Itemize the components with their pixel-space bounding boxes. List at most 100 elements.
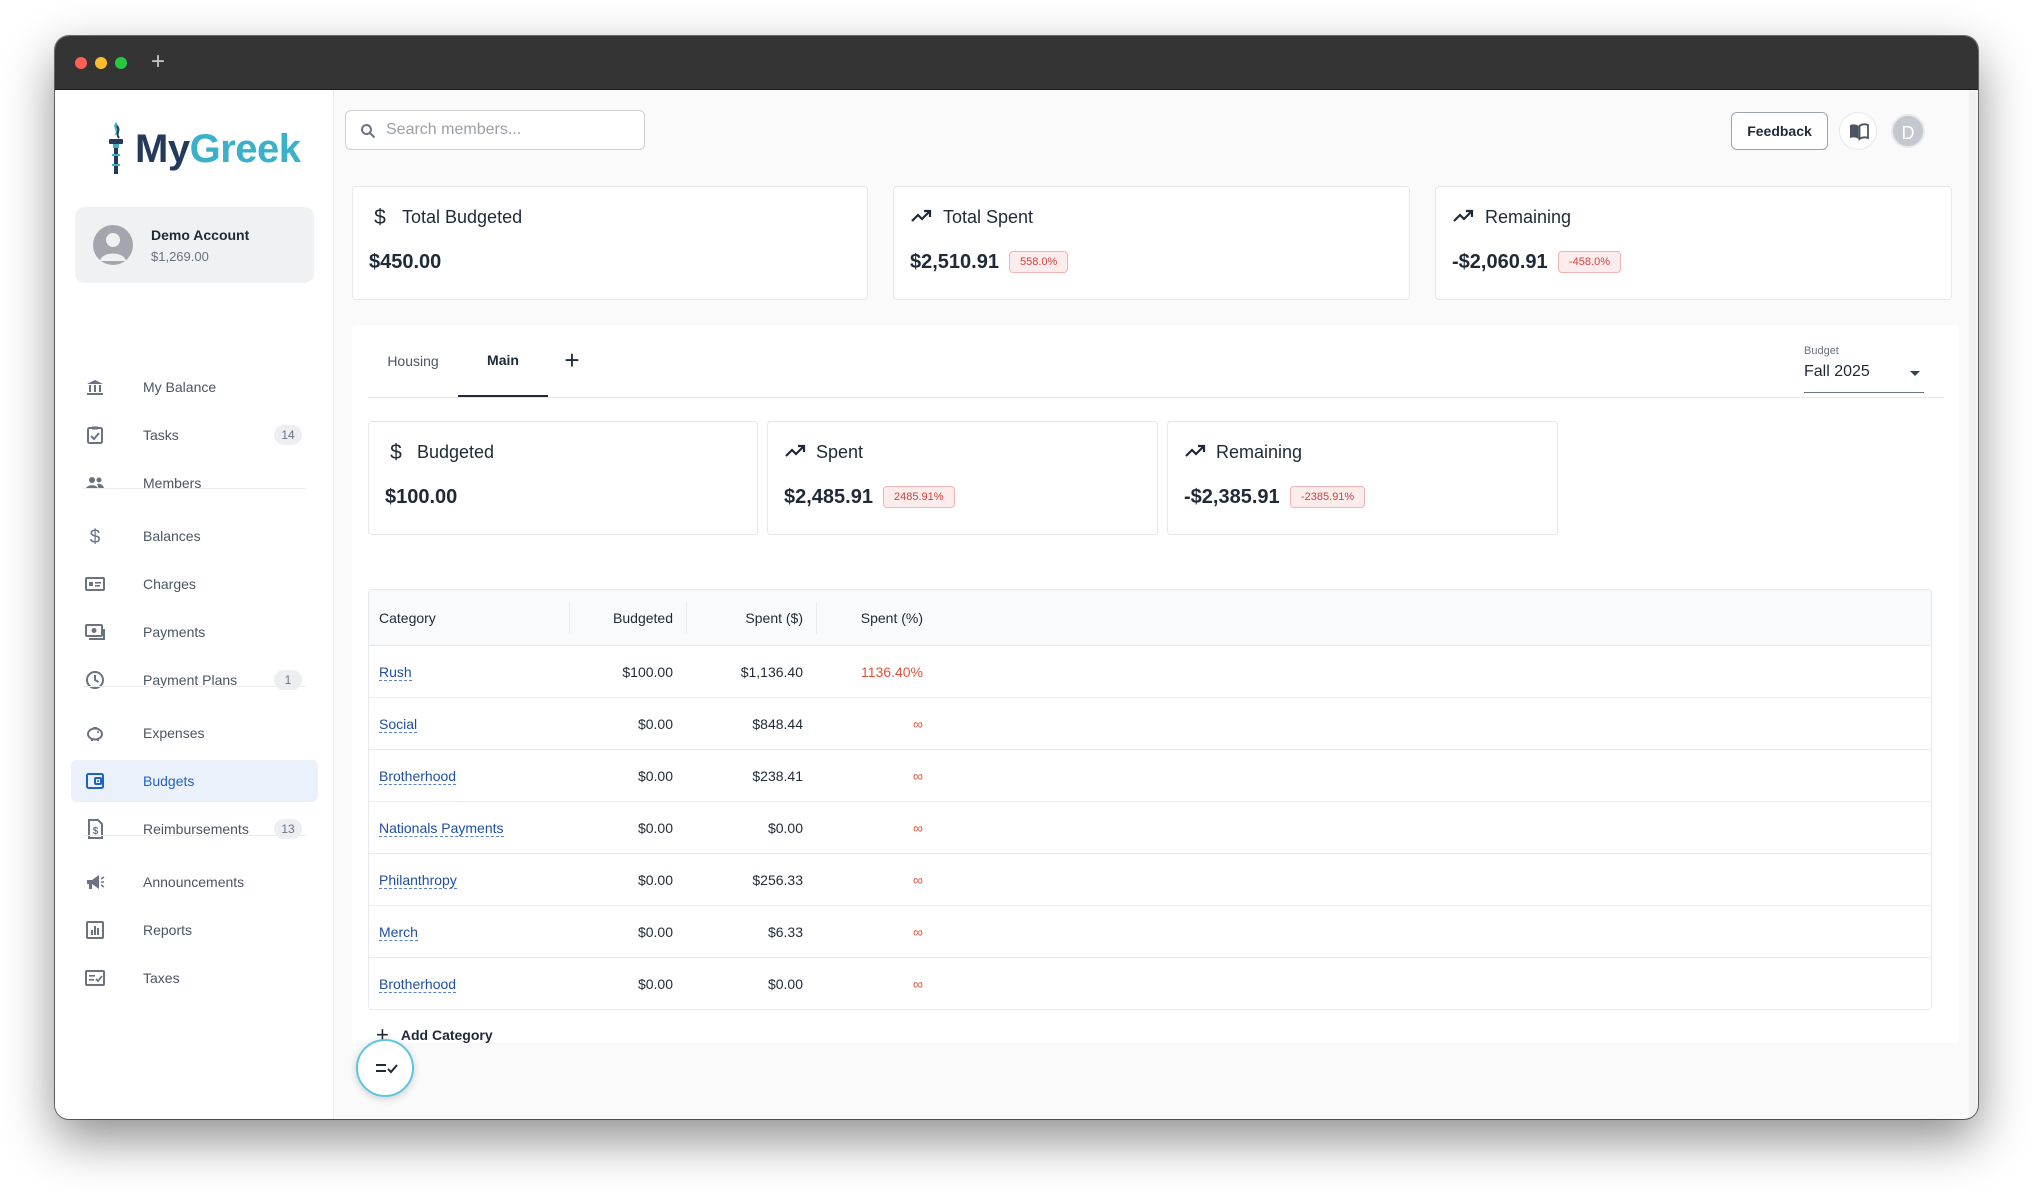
sidebar-item-label: Members (143, 475, 202, 491)
maximize-window-button[interactable] (115, 57, 127, 69)
feedback-button[interactable]: Feedback (1731, 112, 1828, 150)
sidebar-item-charges[interactable]: Charges (71, 563, 318, 605)
torch-icon (109, 122, 123, 174)
sidebar-item-announcements[interactable]: Announcements (71, 861, 318, 903)
table-row[interactable]: Philanthropy $0.00 $256.33 ∞ (369, 854, 1931, 906)
sidebar-item-balances[interactable]: $ Balances (71, 515, 318, 557)
spent-percent-cell: ∞ (913, 716, 923, 732)
table-row[interactable]: Brotherhood $0.00 $0.00 ∞ (369, 958, 1931, 1009)
sidebar-item-label: My Balance (143, 379, 217, 395)
category-link[interactable]: Merch (379, 924, 418, 941)
sidebar-item-label: Reports (143, 922, 193, 938)
people-icon (86, 477, 104, 489)
sidebar-item-tasks[interactable]: Tasks 14 (71, 414, 318, 456)
table-row[interactable]: Rush $100.00 $1,136.40 1136.40% (369, 646, 1931, 698)
table-row[interactable]: Social $0.00 $848.44 ∞ (369, 698, 1931, 750)
sidebar-item-label: Expenses (143, 725, 205, 741)
sidebar-item-my-balance[interactable]: My Balance (71, 366, 318, 408)
table-row[interactable]: Brotherhood $0.00 $238.41 ∞ (369, 750, 1931, 802)
avatar (93, 225, 133, 265)
divider (83, 835, 306, 836)
card-title: Total Budgeted (402, 207, 523, 227)
budgeted-cell: $0.00 (637, 924, 673, 940)
column-separator (569, 602, 570, 634)
brand-logo[interactable]: MyGreek (105, 118, 301, 180)
new-tab-button[interactable]: + (151, 48, 166, 75)
card-title: Remaining (1216, 442, 1303, 462)
svg-text:$: $ (374, 206, 386, 227)
count-badge: 1 (274, 670, 302, 690)
tasks-fab-button[interactable] (356, 1039, 414, 1097)
column-header-budgeted[interactable]: Budgeted (613, 610, 673, 626)
sidebar-item-payment-plans[interactable]: Payment Plans 1 (71, 659, 318, 701)
card-title: Spent (816, 442, 864, 462)
card-value: $450.00 (369, 251, 442, 273)
column-header-category[interactable]: Category (379, 610, 436, 626)
tabs-divider (368, 397, 1944, 398)
search-box[interactable] (345, 110, 645, 150)
sidebar: MyGreek Demo Account $1,269.00 My Balanc… (55, 90, 334, 1119)
spent-percent-cell: ∞ (913, 768, 923, 784)
budget-select-label: Budget (1804, 345, 1839, 357)
spent-percent-cell: 1136.40% (860, 664, 923, 680)
dollar-icon: $ (374, 206, 386, 227)
column-header-spent-amount[interactable]: Spent ($) (745, 610, 803, 626)
close-window-button[interactable] (75, 57, 87, 69)
sidebar-item-members[interactable]: Members (71, 462, 318, 504)
tab-main[interactable]: Main (458, 325, 548, 397)
category-link[interactable]: Philanthropy (379, 872, 457, 889)
dollar-icon: $ (90, 527, 101, 546)
trending-up-icon (1185, 444, 1206, 457)
search-input[interactable] (386, 119, 636, 141)
budgeted-cell: $0.00 (637, 716, 673, 732)
spent-cell: $256.33 (752, 872, 803, 888)
sidebar-item-taxes[interactable]: Taxes (71, 957, 318, 999)
sidebar-item-reimbursements[interactable]: $ Reimbursements 13 (71, 808, 318, 850)
column-header-spent-percent[interactable]: Spent (%) (860, 610, 923, 626)
category-link[interactable]: Rush (379, 664, 412, 681)
tab-housing[interactable]: Housing (387, 353, 439, 369)
minimize-window-button[interactable] (95, 57, 107, 69)
account-card[interactable]: Demo Account $1,269.00 (75, 207, 314, 283)
category-link[interactable]: Brotherhood (379, 768, 457, 785)
trending-up-icon (1453, 209, 1474, 222)
category-link[interactable]: Social (379, 716, 418, 733)
megaphone-icon (87, 875, 105, 889)
spent-percent-cell: ∞ (913, 976, 923, 992)
sidebar-item-label: Taxes (143, 970, 180, 986)
account-name: Demo Account (151, 227, 250, 243)
brand-name: MyGreek (135, 126, 301, 171)
category-link[interactable]: Brotherhood (379, 976, 457, 993)
spent-cell: $0.00 (767, 820, 803, 836)
percent-badge: -2385.91% (1290, 486, 1366, 508)
budgeted-cell: $100.00 (622, 664, 673, 680)
add-tab-button[interactable]: + (564, 345, 580, 375)
sidebar-item-budgets[interactable]: Budgets (71, 760, 318, 802)
remaining-card: Remaining -$2,060.91 -458.0% (1435, 186, 1952, 300)
budget-select[interactable]: Budget Fall 2025 (1804, 345, 1924, 393)
card-value: $2,510.91 (910, 251, 999, 273)
count-badge: 14 (274, 425, 302, 445)
person-icon (100, 233, 126, 261)
scrollbar[interactable] (1969, 90, 1977, 1119)
chevron-down-icon (1910, 371, 1920, 376)
column-separator (686, 602, 687, 634)
list-check-icon (376, 1064, 398, 1074)
sidebar-item-label: Budgets (143, 773, 195, 789)
sidebar-item-expenses[interactable]: Expenses (71, 712, 318, 754)
percent-badge: -458.0% (1558, 251, 1621, 273)
table-header: Category Budgeted Spent ($) Spent (%) (369, 590, 1931, 646)
card-value: -$2,060.91 (1452, 251, 1548, 273)
user-avatar[interactable]: D (1891, 114, 1925, 148)
total-budgeted-card: $ Total Budgeted $450.00 (352, 186, 868, 300)
table-row[interactable]: Nationals Payments $0.00 $0.00 ∞ (369, 802, 1931, 854)
budgeted-cell: $0.00 (637, 768, 673, 784)
category-link[interactable]: Nationals Payments (379, 820, 504, 837)
spent-cell: $6.33 (767, 924, 803, 940)
table-row[interactable]: Merch $0.00 $6.33 ∞ (369, 906, 1931, 958)
sidebar-item-reports[interactable]: Reports (71, 909, 318, 951)
sidebar-item-payments[interactable]: Payments (71, 611, 318, 653)
card-value: $100.00 (385, 486, 458, 508)
docs-button[interactable] (1839, 112, 1877, 150)
svg-text:$: $ (390, 441, 402, 462)
